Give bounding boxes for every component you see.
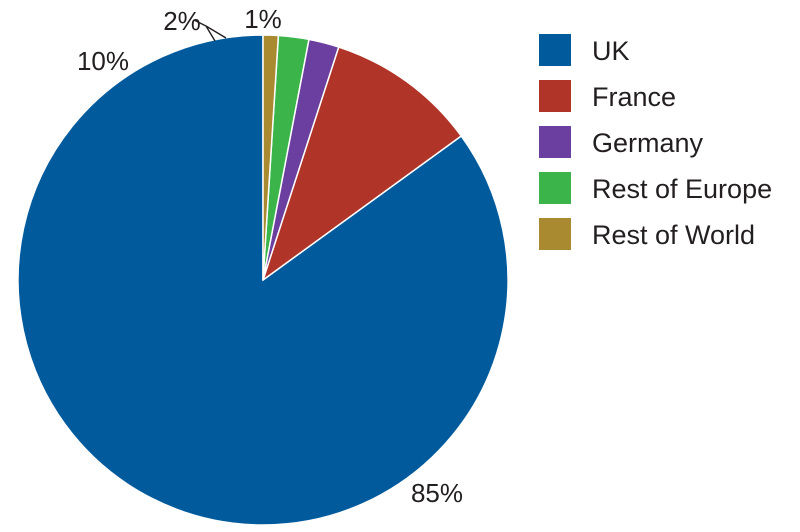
legend-swatch-uk	[539, 34, 571, 66]
legend-label-france: France	[592, 82, 676, 112]
legend: UK France Germany Rest of Europe Rest of Wor…	[539, 34, 772, 250]
pie-slice-france	[262, 46, 462, 281]
legend-label-rest-of-europe: Rest of Europe	[592, 174, 772, 204]
legend-swatch-germany	[539, 126, 571, 158]
pie-slices	[17, 34, 509, 526]
legend-label-rest-of-world: Rest of World	[592, 220, 755, 250]
legend-swatch-rest-of-europe	[539, 172, 571, 204]
slice-label-germany: 2%	[163, 6, 201, 36]
leader-line-2pct	[193, 19, 227, 42]
slice-label-uk: 85%	[411, 478, 463, 508]
slice-label-france: 10%	[77, 46, 129, 76]
leader-lines	[193, 19, 227, 42]
slice-label-rest-of-world: 1%	[244, 4, 282, 34]
pie-slice-uk	[17, 34, 509, 526]
legend-swatch-france	[539, 80, 571, 112]
legend-label-uk: UK	[592, 36, 630, 66]
slice-labels: 85% 10% 2% 1%	[77, 4, 463, 508]
pie-slice-rest-of-world	[262, 34, 280, 281]
legend-swatch-rest-of-world	[539, 218, 571, 250]
legend-label-germany: Germany	[592, 128, 704, 158]
